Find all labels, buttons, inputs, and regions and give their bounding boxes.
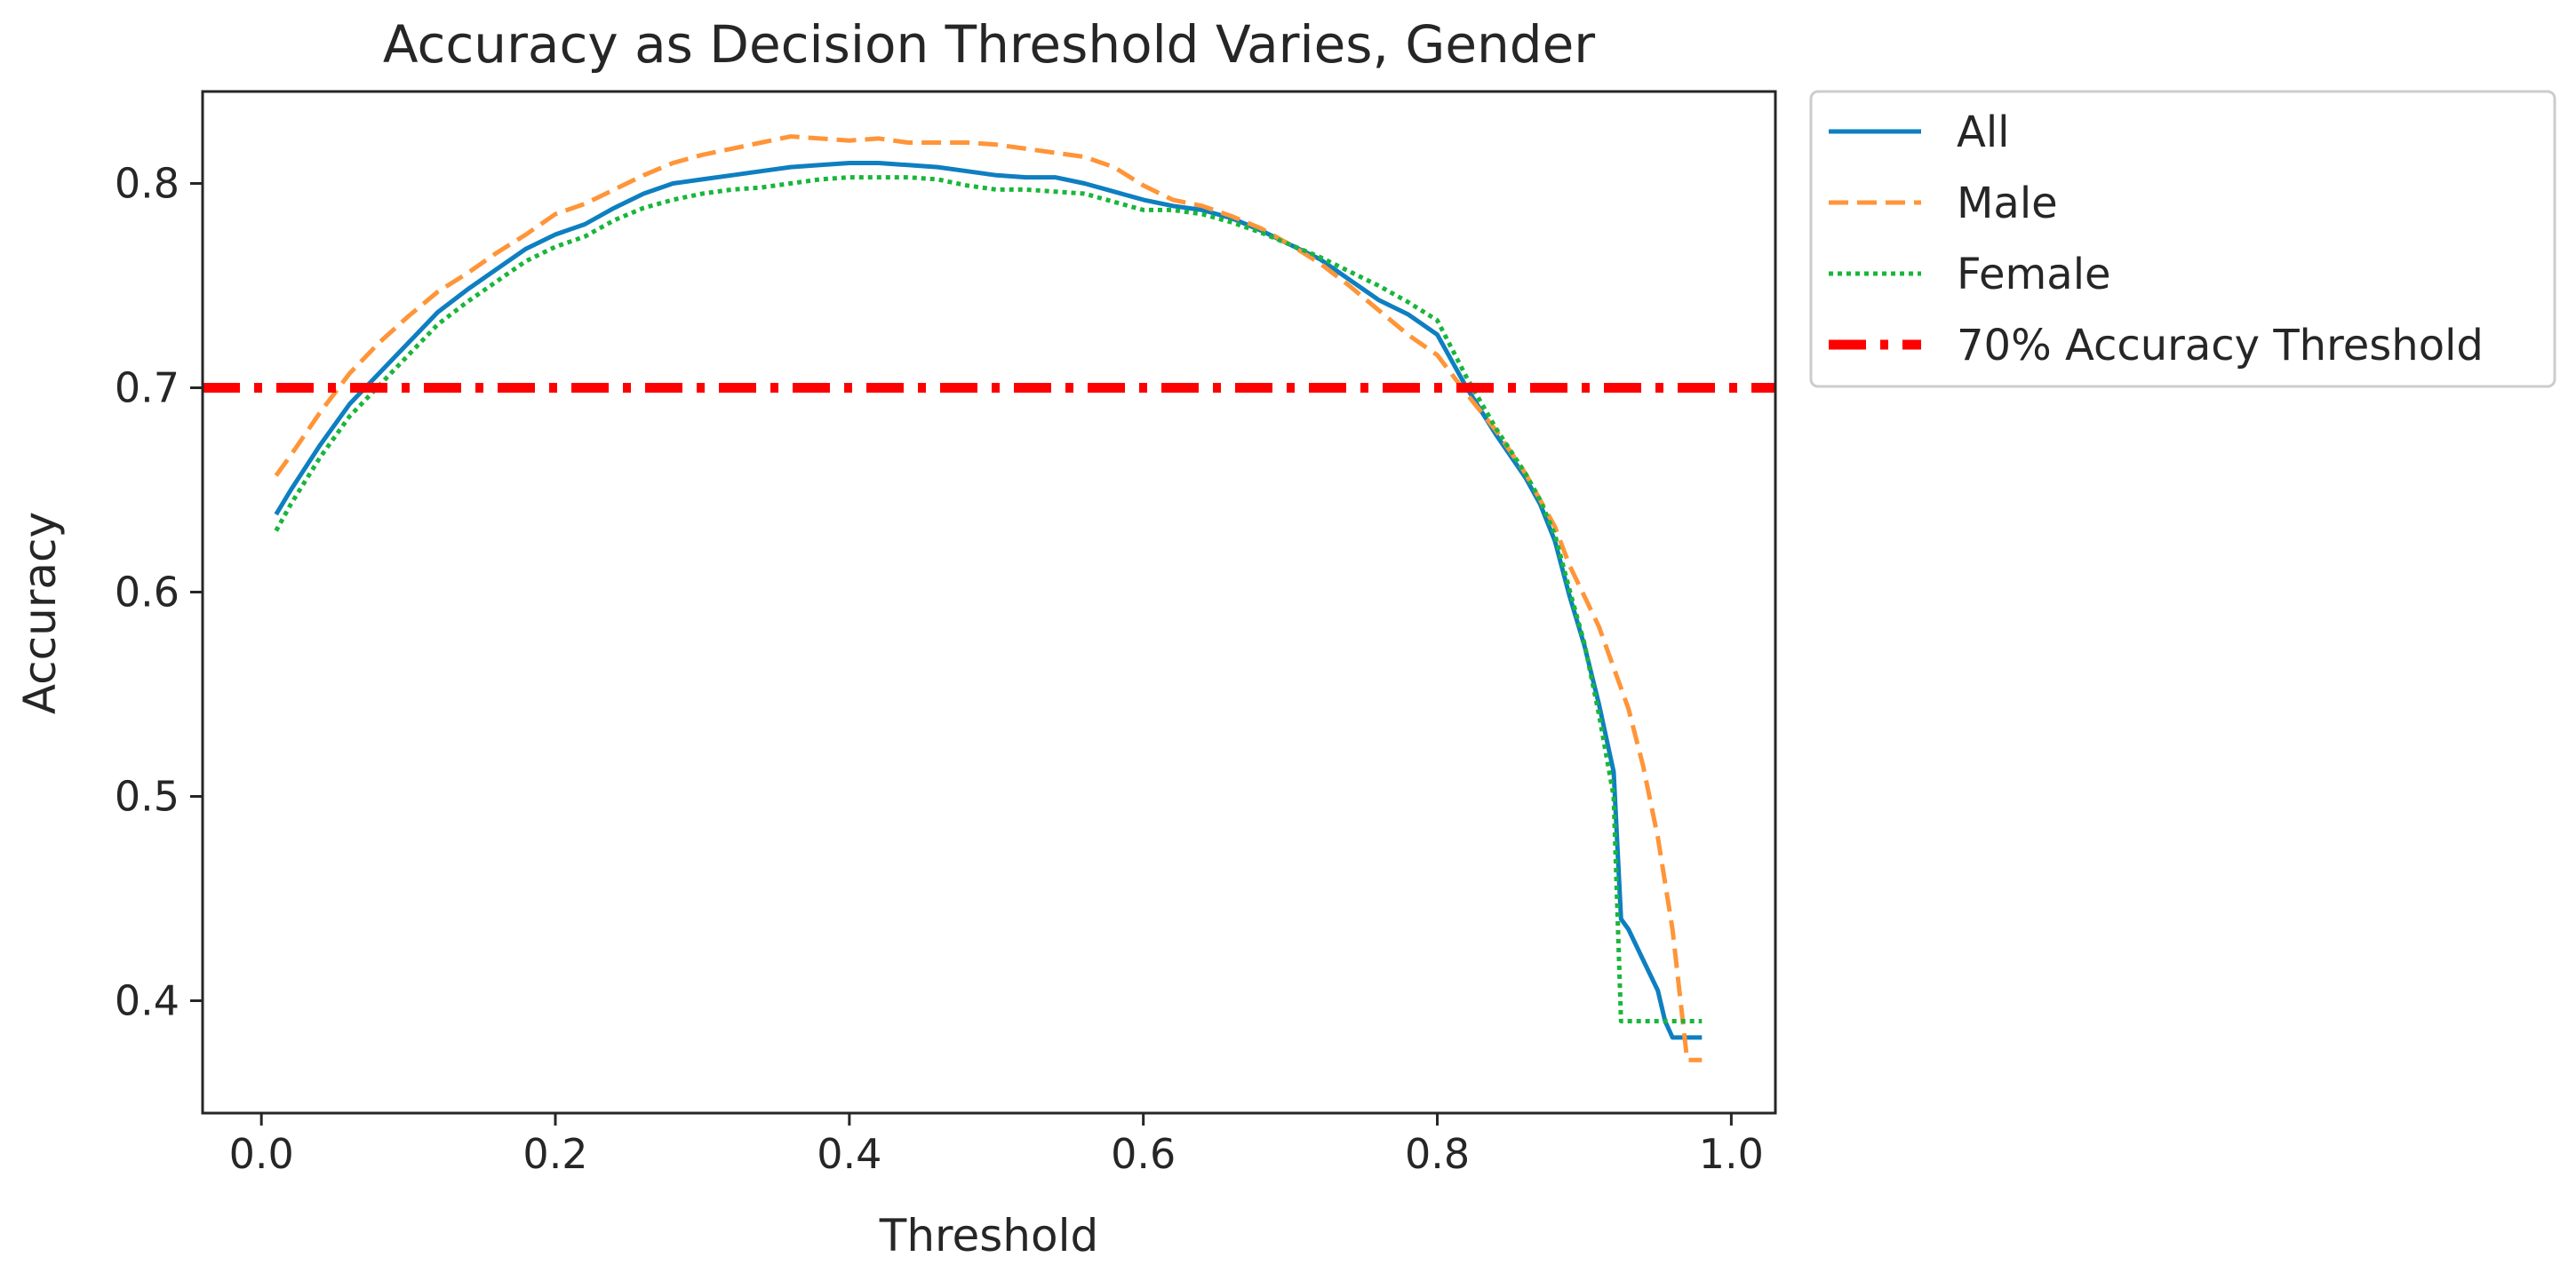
y-tick-label: 0.4 [115, 977, 179, 1025]
x-tick-label: 0.0 [229, 1130, 294, 1178]
x-tick-label: 0.4 [817, 1130, 881, 1178]
x-axis-ticks: 0.0 0.2 0.4 0.6 0.8 1.0 [229, 1113, 1764, 1178]
legend-box [1809, 90, 2556, 388]
legend-label-all: All [1957, 107, 2010, 157]
legend: All Male Female 70% Accuracy Threshold [1809, 90, 2556, 388]
y-tick-label: 0.7 [115, 364, 179, 412]
legend-label-70-accuracy-threshold: 70% Accuracy Threshold [1957, 321, 2484, 370]
legend-entries: All Male Female 70% Accuracy Threshold [1829, 107, 2484, 370]
legend-label-female: Female [1957, 250, 2111, 299]
chart-title: Accuracy as Decision Threshold Varies, G… [383, 14, 1595, 75]
x-tick-label: 0.6 [1111, 1130, 1176, 1178]
legend-label-male: Male [1957, 179, 2058, 228]
series-line-male [274, 134, 1703, 1062]
y-tick-label: 0.6 [115, 569, 179, 617]
series-layer [203, 134, 1775, 1062]
y-axis-label: Accuracy [14, 512, 66, 714]
y-tick-label: 0.5 [115, 773, 179, 821]
x-tick-label: 0.2 [522, 1130, 587, 1178]
x-tick-label: 1.0 [1699, 1130, 1764, 1178]
y-tick-label: 0.8 [115, 160, 179, 208]
series-line-female [274, 175, 1703, 1023]
x-axis-label: Threshold [879, 1210, 1098, 1261]
plot-frame [201, 90, 1777, 1115]
x-tick-label: 0.8 [1405, 1130, 1470, 1178]
y-axis-ticks: 0.4 0.5 0.6 0.7 0.8 [115, 160, 203, 1025]
